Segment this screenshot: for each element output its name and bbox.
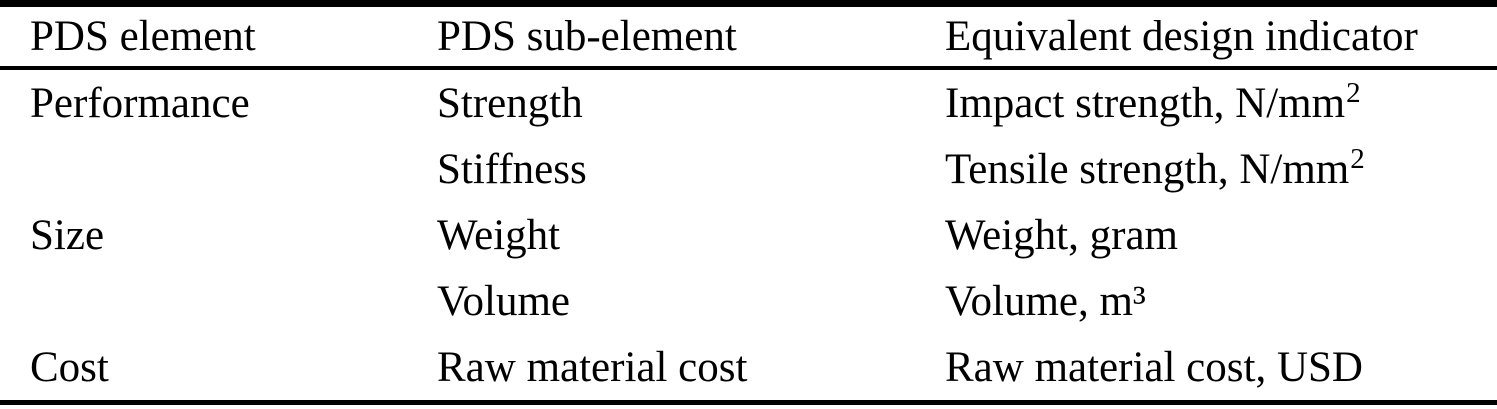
- cell-design-indicator: Raw material cost, USD: [945, 343, 1497, 392]
- header-cell-pds-sub-element: PDS sub-element: [437, 13, 737, 60]
- cell-pds-sub-element: Volume: [437, 277, 570, 325]
- cell-pds-sub-element: Weight: [437, 211, 561, 259]
- header-cell-pds-element: PDS element: [30, 13, 256, 60]
- table-row: Cost Raw material cost Raw material cost…: [0, 334, 1497, 400]
- indicator-text: Volume, m³: [945, 277, 1146, 325]
- cell-pds-sub-element: Strength: [437, 79, 583, 127]
- indicator-text: Raw material cost, USD: [945, 343, 1363, 391]
- cell-pds-sub-element: Raw material cost: [437, 343, 748, 391]
- cell-design-indicator: Weight, gram: [945, 211, 1497, 260]
- cell-design-indicator: Tensile strength, N/mm2: [945, 142, 1497, 194]
- cell-pds-element: Size: [30, 211, 105, 259]
- indicator-text: Weight, gram: [945, 211, 1178, 259]
- table-top-rule: [0, 0, 1497, 7]
- table-row: Size Weight Weight, gram: [0, 202, 1497, 268]
- cell-pds-sub-element: Stiffness: [437, 145, 587, 193]
- indicator-text: Tensile strength, N/mm: [945, 145, 1350, 193]
- table-row: Volume Volume, m³: [0, 268, 1497, 334]
- indicator-text: Impact strength, N/mm: [945, 79, 1346, 127]
- header-cell-design-indicator: Equivalent design indicator: [945, 13, 1418, 60]
- table-row: Stiffness Tensile strength, N/mm2: [0, 136, 1497, 202]
- table-row: Performance Strength Impact strength, N/…: [0, 70, 1497, 136]
- cell-design-indicator: Impact strength, N/mm2: [945, 76, 1497, 128]
- indicator-superscript: 2: [1350, 142, 1365, 175]
- table-header-row: PDS element PDS sub-element Equivalent d…: [0, 7, 1497, 66]
- cell-pds-element: Cost: [30, 343, 109, 391]
- table-header-rule: [0, 66, 1497, 70]
- cell-pds-element: Performance: [30, 79, 250, 127]
- bottom-margin: [0, 405, 1497, 409]
- indicator-superscript: 2: [1346, 76, 1361, 109]
- table-bottom-rule: [0, 400, 1497, 405]
- cell-design-indicator: Volume, m³: [945, 277, 1497, 326]
